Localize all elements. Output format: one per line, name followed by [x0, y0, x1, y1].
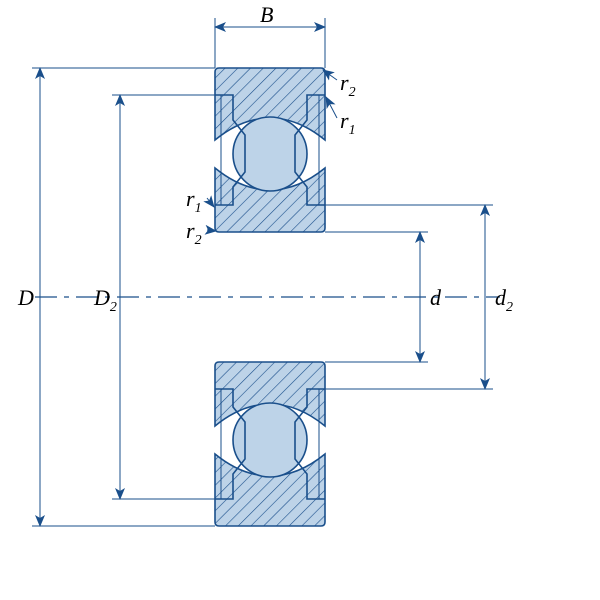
label-r1-left: r1	[186, 186, 214, 216]
svg-text:r1: r1	[186, 186, 202, 216]
dimension-B: B	[215, 2, 325, 68]
svg-text:d2: d2	[495, 285, 513, 315]
svg-text:r2: r2	[340, 70, 356, 100]
label-r2-top: r2	[323, 70, 356, 100]
dimension-D2: D2	[93, 95, 215, 499]
bearing-cross-section: r2 r1 r1 r2	[0, 0, 600, 600]
svg-text:D: D	[17, 285, 34, 310]
label-r1-top: r1	[326, 97, 356, 138]
label-r2-left: r2	[186, 218, 216, 248]
svg-text:d: d	[430, 285, 442, 310]
svg-text:r2: r2	[186, 218, 202, 248]
svg-text:D2: D2	[93, 285, 117, 315]
svg-text:B: B	[260, 2, 273, 27]
lower-section	[215, 362, 325, 526]
ball-bot	[233, 403, 307, 477]
svg-text:r1: r1	[340, 108, 356, 138]
ball-top	[233, 117, 307, 191]
